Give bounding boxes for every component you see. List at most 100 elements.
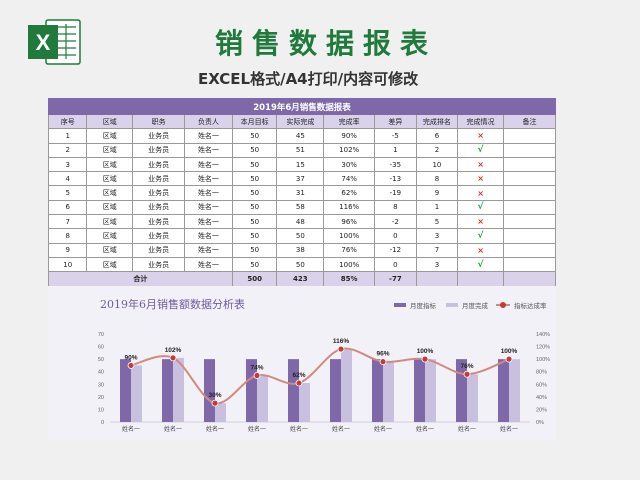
table-cell[interactable]: 90% [323, 128, 376, 144]
total-empty-cell[interactable] [502, 271, 557, 287]
table-cell[interactable]: 业务员 [132, 199, 186, 216]
status-cell[interactable]: × [457, 171, 504, 187]
total-label[interactable]: 合计 [48, 271, 233, 287]
table-cell[interactable]: 3 [47, 156, 88, 173]
table-cell[interactable]: 姓名一 [184, 228, 233, 244]
table-cell[interactable]: 区域 [86, 228, 134, 244]
table-cell[interactable]: 9 [415, 185, 459, 201]
table-cell[interactable]: 1 [47, 128, 88, 144]
column-header[interactable]: 序号 [47, 113, 88, 130]
table-cell[interactable]: 区域 [86, 171, 134, 187]
table-cell[interactable]: 100% [323, 228, 376, 244]
table-cell[interactable]: 50 [231, 242, 278, 258]
column-header[interactable]: 完成排名 [415, 113, 459, 130]
table-cell[interactable]: 姓名一 [184, 199, 233, 216]
column-header[interactable]: 负责人 [184, 113, 233, 130]
table-cell[interactable]: 姓名一 [184, 185, 233, 201]
table-cell[interactable]: 76% [323, 242, 376, 258]
table-cell[interactable]: 业务员 [132, 156, 186, 173]
table-cell[interactable]: 31 [276, 185, 325, 201]
table-cell[interactable]: 3 [415, 228, 459, 244]
table-cell[interactable]: 0 [374, 228, 417, 244]
table-cell[interactable]: 姓名一 [184, 156, 233, 173]
table-cell[interactable]: 48 [276, 214, 325, 230]
total-empty-cell[interactable] [415, 271, 459, 287]
table-cell[interactable]: 9 [47, 242, 88, 258]
table-cell[interactable]: 10 [47, 256, 88, 273]
table-cell[interactable]: 74% [323, 171, 376, 187]
table-cell[interactable]: 业务员 [132, 171, 186, 187]
table-cell[interactable] [502, 156, 557, 173]
table-cell[interactable] [502, 128, 557, 144]
column-header[interactable]: 完成情况 [457, 113, 504, 130]
status-cell[interactable]: √ [457, 199, 504, 216]
table-cell[interactable]: 102% [323, 142, 376, 158]
table-cell[interactable]: 50 [231, 142, 278, 158]
table-cell[interactable]: 区域 [86, 199, 134, 216]
status-cell[interactable]: × [457, 242, 504, 258]
table-cell[interactable]: 45 [276, 128, 325, 144]
table-cell[interactable]: 8 [415, 171, 459, 187]
table-cell[interactable]: 37 [276, 171, 325, 187]
table-cell[interactable]: 50 [231, 185, 278, 201]
table-cell[interactable]: 30% [323, 156, 376, 173]
table-cell[interactable]: -35 [374, 156, 417, 173]
table-cell[interactable]: 3 [415, 256, 459, 273]
status-cell[interactable]: × [457, 185, 504, 201]
table-cell[interactable]: 50 [231, 256, 278, 273]
table-cell[interactable] [502, 171, 557, 187]
status-cell[interactable]: × [457, 214, 504, 230]
table-cell[interactable]: 业务员 [132, 228, 186, 244]
table-cell[interactable]: 7 [415, 242, 459, 258]
total-actual[interactable]: 423 [276, 271, 325, 287]
table-cell[interactable]: 姓名一 [184, 142, 233, 158]
table-cell[interactable]: 58 [276, 199, 325, 216]
table-cell[interactable]: 姓名一 [184, 214, 233, 230]
table-cell[interactable]: 姓名一 [184, 242, 233, 258]
table-cell[interactable]: 0 [374, 256, 417, 273]
table-cell[interactable]: 15 [276, 156, 325, 173]
table-cell[interactable]: 4 [47, 171, 88, 187]
table-cell[interactable]: 5 [415, 214, 459, 230]
table-cell[interactable]: 2 [47, 142, 88, 158]
column-header[interactable]: 实际完成 [276, 113, 325, 130]
table-cell[interactable]: 50 [276, 228, 325, 244]
status-cell[interactable]: × [457, 156, 504, 173]
total-rate[interactable]: 85% [323, 271, 376, 287]
table-cell[interactable]: 50 [231, 128, 278, 144]
table-cell[interactable]: 7 [47, 214, 88, 230]
table-cell[interactable]: 区域 [86, 214, 134, 230]
column-header[interactable]: 区域 [86, 113, 134, 130]
table-cell[interactable]: 116% [323, 199, 376, 216]
table-cell[interactable] [502, 199, 557, 216]
table-cell[interactable] [502, 256, 557, 273]
status-cell[interactable]: √ [457, 228, 504, 244]
table-cell[interactable]: 50 [231, 228, 278, 244]
table-cell[interactable]: 1 [415, 199, 459, 216]
status-cell[interactable]: √ [457, 142, 504, 158]
table-cell[interactable]: 区域 [86, 156, 134, 173]
table-cell[interactable]: 业务员 [132, 242, 186, 258]
table-cell[interactable] [502, 185, 557, 201]
table-cell[interactable]: -13 [374, 171, 417, 187]
table-cell[interactable]: -5 [374, 128, 417, 144]
table-cell[interactable]: 8 [374, 199, 417, 216]
table-cell[interactable]: -12 [374, 242, 417, 258]
table-cell[interactable]: 区域 [86, 242, 134, 258]
table-cell[interactable]: 62% [323, 185, 376, 201]
table-cell[interactable]: 业务员 [132, 214, 186, 230]
table-cell[interactable]: 38 [276, 242, 325, 258]
column-header[interactable]: 职务 [132, 113, 186, 130]
table-cell[interactable] [502, 214, 557, 230]
table-cell[interactable]: 业务员 [132, 256, 186, 273]
table-cell[interactable]: 8 [47, 228, 88, 244]
table-cell[interactable]: 区域 [86, 128, 134, 144]
table-cell[interactable]: 业务员 [132, 185, 186, 201]
table-cell[interactable]: 5 [47, 185, 88, 201]
table-cell[interactable]: 业务员 [132, 128, 186, 144]
table-cell[interactable]: 10 [415, 156, 459, 173]
total-target[interactable]: 500 [231, 271, 278, 287]
table-cell[interactable] [502, 228, 557, 244]
table-cell[interactable]: 6 [47, 199, 88, 216]
table-cell[interactable]: 50 [231, 156, 278, 173]
